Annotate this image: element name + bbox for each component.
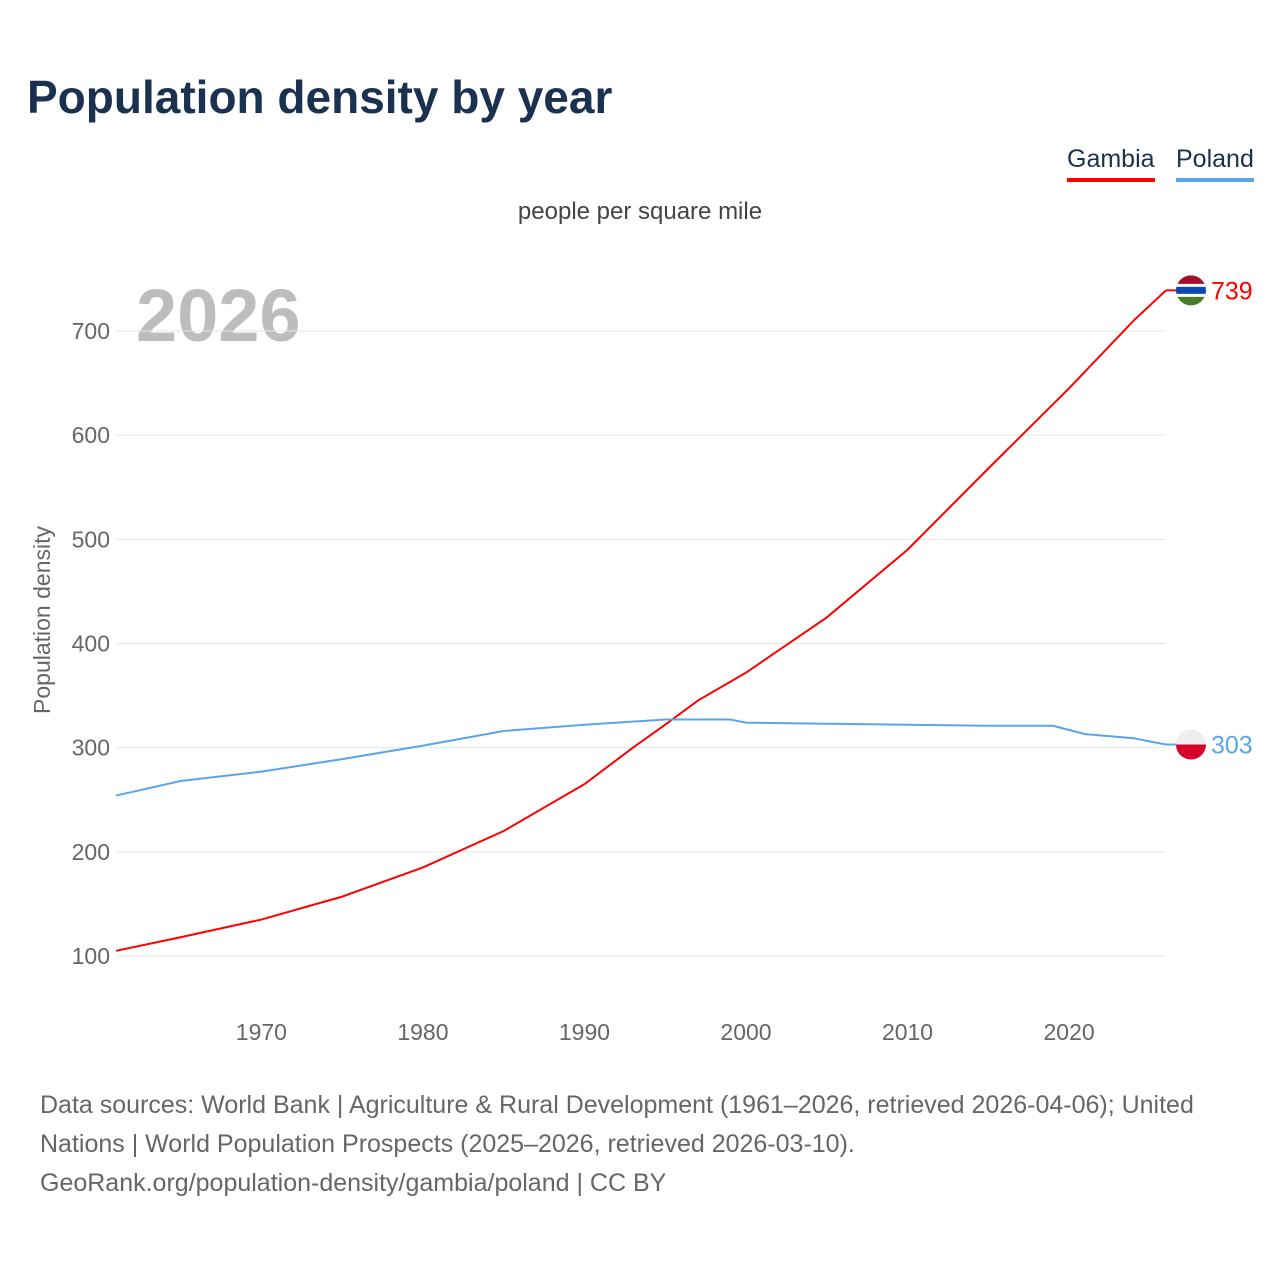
flag-poland-icon: [1176, 729, 1206, 760]
footer: Data sources: World Bank | Agriculture &…: [40, 1086, 1250, 1203]
plot-area: 2026 100 200 300 400 500 600 700 1970 1980 1990 200…: [29, 274, 1253, 1045]
data-sources: Data sources: World Bank | Agriculture &…: [40, 1091, 1194, 1158]
y-axis-label: Population density: [29, 526, 55, 714]
y-tick-label: 700: [72, 318, 110, 344]
y-tick-label: 400: [72, 630, 110, 656]
x-tick-label: 2010: [882, 1019, 933, 1045]
flag-gambia-icon: [1176, 275, 1206, 306]
legend-poland[interactable]: Poland: [1176, 145, 1254, 182]
source-link[interactable]: GeoRank.org/population-density/gambia/po…: [40, 1169, 667, 1197]
y-tick-label: 100: [72, 943, 110, 969]
chart-title: Population density by year: [27, 71, 613, 123]
x-tick-label: 2020: [1043, 1019, 1094, 1045]
end-value-label: 303: [1211, 732, 1253, 760]
y-tick-label: 300: [72, 735, 110, 761]
series-line-gambia: [115, 289, 1167, 952]
end-value-label: 739: [1211, 277, 1253, 305]
x-tick-label: 1970: [236, 1019, 287, 1045]
year-watermark: 2026: [136, 274, 301, 357]
y-tick-label: 200: [72, 839, 110, 865]
series-line-poland: [115, 718, 1167, 797]
x-tick-label: 1990: [559, 1019, 610, 1045]
y-tick-label: 500: [72, 526, 110, 552]
legend-gambia[interactable]: Gambia: [1067, 145, 1155, 182]
x-tick-label: 1980: [397, 1019, 448, 1045]
x-tick-label: 2000: [720, 1019, 771, 1045]
y-tick-label: 600: [72, 422, 110, 448]
chart-subtitle: people per square mile: [517, 198, 763, 225]
